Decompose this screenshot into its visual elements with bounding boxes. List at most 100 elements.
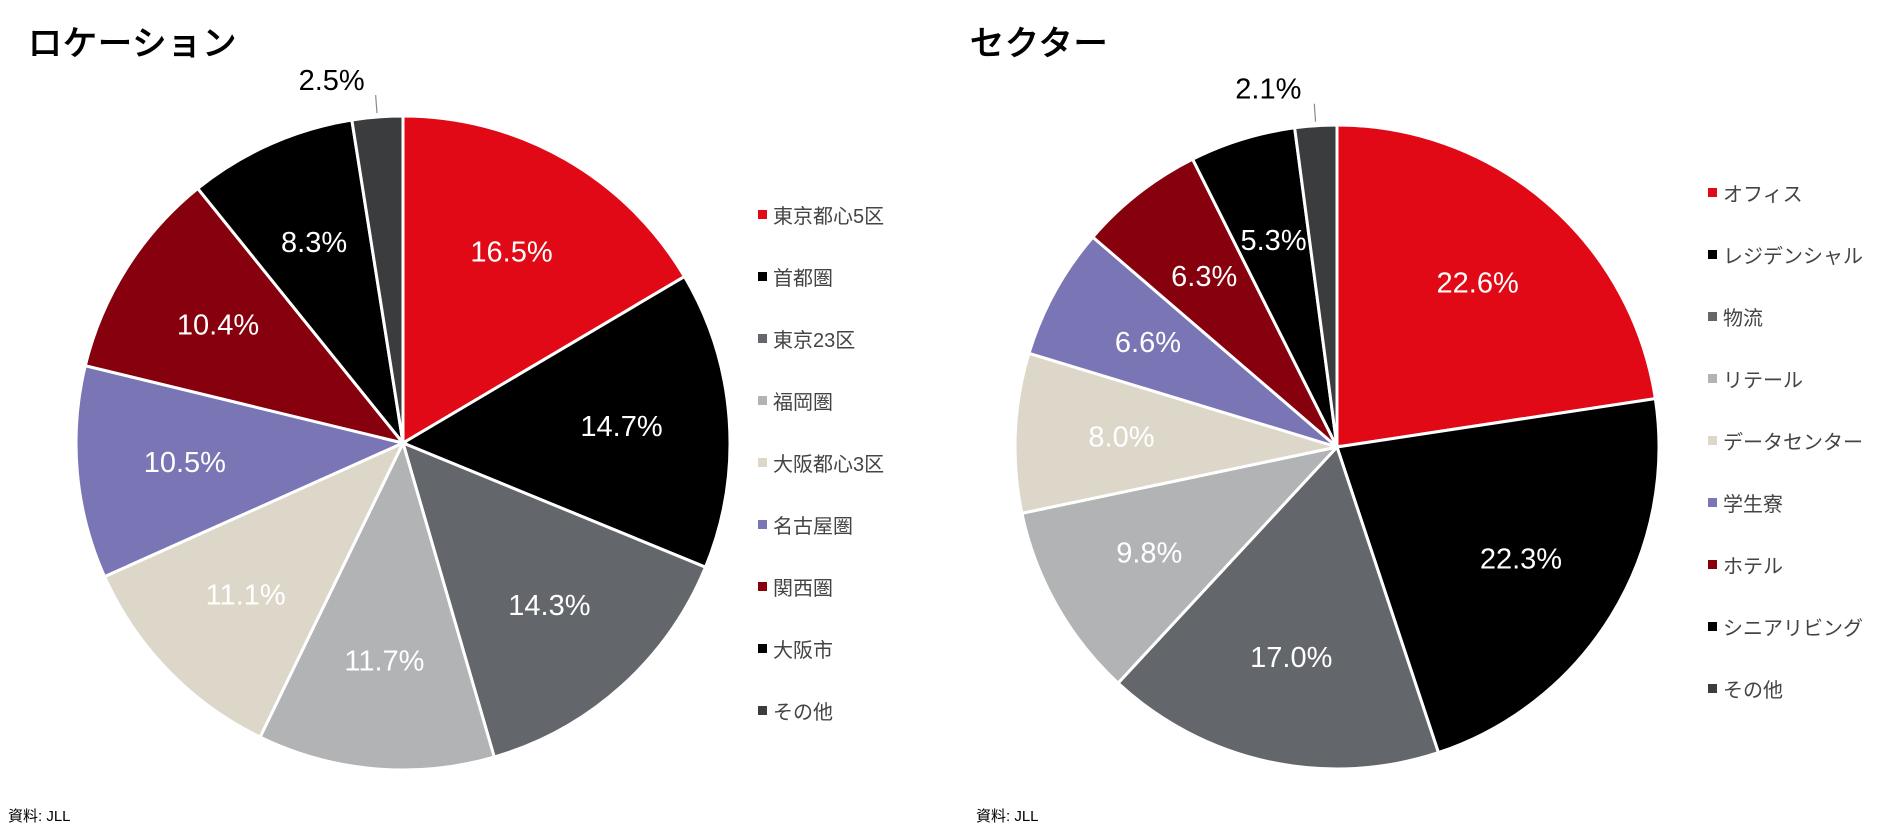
- legend-label: シニアリビング: [1723, 617, 1863, 640]
- source-note: 資料: JLL: [8, 808, 71, 825]
- legend-swatch: [1708, 559, 1717, 569]
- slice-data-label: 8.3%: [281, 227, 347, 259]
- pie-slice: [401, 114, 687, 446]
- location-pie-chart: 16.5% 14.7% 14.3% 11.7% 11.1% 10.5% 10.4% 8.3% 2…: [74, 65, 732, 772]
- legend-swatch: [1708, 497, 1717, 507]
- legend-swatch: [1708, 311, 1717, 321]
- pie-slice: [1090, 157, 1339, 449]
- location-legend: 東京都心5区 首都圏東京23区福岡圏大阪都心3区 名古屋圏関西圏大阪市その他: [758, 183, 884, 741]
- legend-label: 福岡圏: [773, 391, 833, 414]
- slice-data-label: 6.6%: [1115, 327, 1181, 359]
- legend-item: その他: [1708, 657, 1863, 719]
- legend-swatch: [1708, 373, 1717, 383]
- slice-data-label: 6.3%: [1171, 261, 1237, 293]
- pie-slice: [1020, 444, 1342, 686]
- slice-data-label: 9.8%: [1116, 537, 1182, 569]
- pie-slice: [350, 114, 405, 444]
- slice-data-label: 16.5%: [470, 237, 552, 269]
- pie-slice: [1292, 123, 1339, 448]
- label-leader-line: [1313, 103, 1317, 122]
- legend-item: ホテル: [1708, 533, 1863, 595]
- legend-label: 名古屋圏: [773, 515, 853, 538]
- source-note: 資料: JLL: [976, 808, 1039, 825]
- pie-slice: [1335, 396, 1661, 755]
- legend-label: レジデンシャル: [1723, 245, 1863, 268]
- legend-label: 東京23区: [773, 329, 856, 352]
- chart-title: ロケーション: [28, 25, 238, 63]
- location-chart-panel: ロケーション 16.5% 14.7% 14.3% 11.7% 11.1% 10.5% 10.…: [0, 0, 942, 834]
- legend-swatch: [758, 333, 767, 343]
- legend-label: その他: [773, 701, 833, 724]
- slice-data-label: 14.7%: [580, 411, 662, 443]
- legend-item: 物流: [1708, 285, 1863, 347]
- legend-swatch: [758, 457, 767, 467]
- legend-swatch: [1708, 187, 1717, 197]
- label-leader-line: [375, 95, 378, 114]
- legend-item: 福岡圏: [758, 369, 884, 431]
- legend-label: 首都圏: [773, 267, 833, 290]
- legend-item: その他: [758, 679, 884, 741]
- legend-label: その他: [1723, 679, 1783, 702]
- slice-data-label: 22.3%: [1480, 544, 1562, 576]
- slice-data-label: 5.3%: [1241, 225, 1307, 257]
- legend-label: 関西圏: [773, 577, 833, 600]
- legend-label: データセンター: [1723, 431, 1863, 454]
- legend-item: 学生寮: [1708, 471, 1863, 533]
- slice-data-label: 10.5%: [144, 447, 226, 479]
- legend-label: 東京都心5区: [773, 205, 885, 228]
- legend-label: 学生寮: [1723, 493, 1783, 516]
- legend-item: 東京都心5区: [758, 183, 884, 245]
- slice-data-label: 14.3%: [508, 590, 590, 622]
- legend-swatch: [1708, 435, 1717, 445]
- legend-item: リテール: [1708, 347, 1863, 409]
- legend-item: シニアリビング: [1708, 595, 1863, 657]
- slice-data-label: 17.0%: [1250, 642, 1332, 674]
- legend-swatch: [758, 519, 767, 529]
- slice-data-label: 8.0%: [1088, 422, 1154, 454]
- legend-label: リテール: [1723, 369, 1803, 392]
- slice-data-label: 11.1%: [206, 579, 286, 611]
- legend-label: 物流: [1723, 307, 1763, 330]
- slice-data-label: 2.5%: [299, 65, 365, 97]
- legend-item: 大阪都心3区: [758, 431, 884, 493]
- legend-swatch: [758, 705, 767, 715]
- pie-slice: [1027, 234, 1338, 449]
- legend-item: 東京23区: [758, 307, 884, 369]
- pie-slice: [1115, 444, 1441, 771]
- sector-legend: オフィスレジデンシャル 物流リテールデータセンター 学生寮ホテルシニアリビング その他: [1708, 161, 1863, 719]
- legend-swatch: [1708, 621, 1717, 631]
- pie-slice: [74, 363, 408, 579]
- legend-label: オフィス: [1723, 183, 1803, 206]
- legend-label: 大阪市: [773, 639, 833, 662]
- pie-slice: [195, 118, 406, 449]
- pie-slice: [1335, 123, 1658, 449]
- sector-pie-chart: 22.6% 22.3% 17.0% 9.8% 8.0% 6.6% 6.3%5.3% 2.1%: [1013, 74, 1661, 771]
- legend-item: 関西圏: [758, 555, 884, 617]
- slice-data-label: 10.4%: [177, 310, 259, 342]
- sector-chart-panel: セクター 22.6% 22.3% 17.0% 9.8% 8.0% 6.6% 6.3% 5.3%…: [970, 0, 1885, 834]
- chart-title: セクター: [970, 25, 1109, 63]
- legend-item: 名古屋圏: [758, 493, 884, 555]
- pie-slice: [258, 438, 497, 772]
- legend-item: レジデンシャル: [1708, 223, 1863, 285]
- slice-data-label: 22.6%: [1437, 267, 1519, 299]
- legend-label: ホテル: [1723, 555, 1783, 578]
- pie-slice: [83, 186, 407, 446]
- legend-item: オフィス: [1708, 161, 1863, 223]
- legend-swatch: [1708, 249, 1717, 259]
- legend-swatch: [758, 581, 767, 591]
- legend-item: データセンター: [1708, 409, 1863, 471]
- pie-slice: [399, 274, 732, 570]
- slice-data-label: 11.7%: [344, 645, 424, 677]
- legend-swatch: [758, 209, 767, 219]
- pie-slice: [1013, 351, 1338, 516]
- pie-slice: [400, 440, 708, 759]
- legend-label: 大阪都心3区: [773, 453, 885, 476]
- pie-slice: [102, 439, 407, 740]
- legend-item: 大阪市: [758, 617, 884, 679]
- legend-swatch: [1708, 683, 1717, 693]
- legend-item: 首都圏: [758, 245, 884, 307]
- legend-swatch: [758, 643, 767, 653]
- legend-swatch: [758, 271, 767, 281]
- slice-data-label: 2.1%: [1235, 74, 1301, 106]
